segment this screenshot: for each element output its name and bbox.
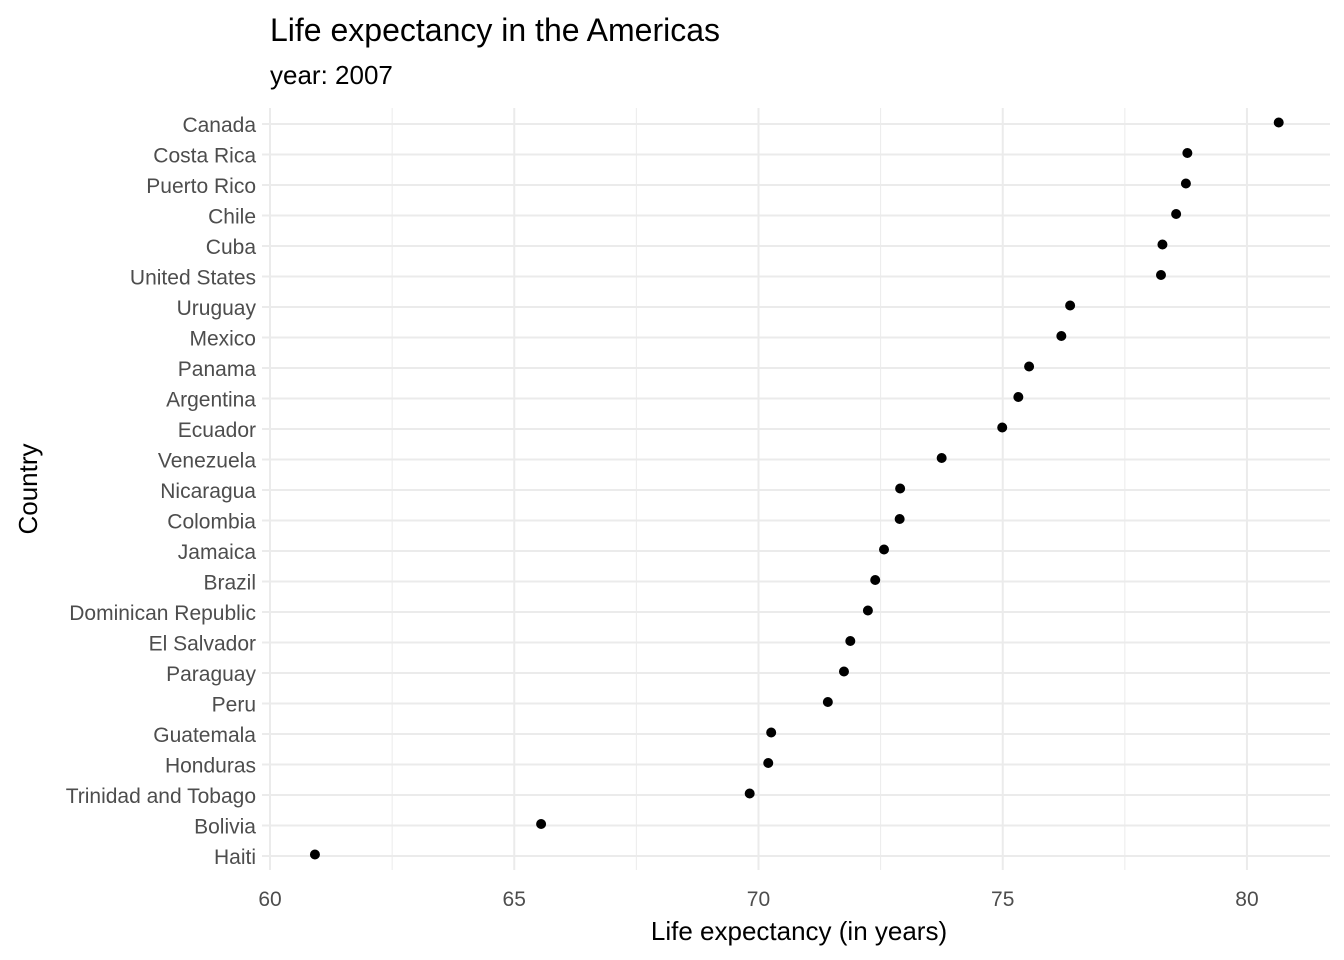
data-point — [997, 422, 1008, 433]
data-point — [744, 788, 755, 799]
data-point — [766, 727, 777, 738]
y-axis-title: Country — [13, 443, 43, 534]
x-tick-label: 80 — [1235, 888, 1258, 911]
y-tick-label: Peru — [212, 694, 256, 717]
x-tick-label: 60 — [258, 888, 281, 911]
x-tick-label: 75 — [991, 888, 1014, 911]
y-tick-label: Costa Rica — [153, 145, 256, 168]
chart-subtitle: year: 2007 — [270, 60, 393, 90]
y-tick-label: Jamaica — [178, 541, 257, 564]
data-point — [763, 758, 774, 768]
data-point — [838, 666, 849, 677]
y-tick-label: Nicaragua — [160, 480, 256, 503]
data-point — [1180, 178, 1191, 189]
y-tick-label: Venezuela — [158, 450, 256, 473]
data-point — [1157, 239, 1168, 250]
y-tick-label: Mexico — [189, 328, 256, 351]
y-tick-label: United States — [130, 267, 256, 290]
y-tick-label: Chile — [208, 206, 256, 229]
data-point — [1056, 331, 1067, 341]
data-point — [822, 697, 833, 707]
y-axis-tick-labels: Canada Costa Rica Puerto Rico Chile Cuba Unit… — [66, 114, 257, 869]
data-point — [1024, 361, 1035, 372]
y-tick-label: Bolivia — [194, 816, 256, 839]
data-point — [309, 849, 320, 860]
grid-lines — [262, 108, 1330, 870]
data-point — [1155, 270, 1166, 280]
x-axis-tick-labels: 60 65 70 75 80 — [258, 888, 1258, 911]
data-point — [936, 453, 947, 463]
y-tick-label: Guatemala — [153, 724, 256, 747]
data-point — [1013, 392, 1024, 402]
y-tick-label: Ecuador — [178, 419, 256, 442]
data-point — [894, 514, 905, 524]
data-point — [879, 544, 890, 555]
data-points — [309, 117, 1284, 860]
y-tick-label: Haiti — [214, 846, 256, 869]
y-tick-label: Puerto Rico — [146, 175, 256, 198]
data-point — [1182, 148, 1193, 158]
data-point — [1065, 300, 1076, 311]
y-tick-label: Trinidad and Tobago — [66, 785, 256, 808]
y-tick-label: Brazil — [203, 572, 256, 595]
x-tick-label: 65 — [503, 888, 526, 911]
chart-title: Life expectancy in the Americas — [270, 12, 720, 48]
y-tick-label: Honduras — [165, 755, 256, 778]
data-point — [845, 636, 856, 646]
data-point — [1273, 117, 1284, 128]
y-tick-label: Colombia — [167, 511, 256, 534]
y-tick-label: Paraguay — [166, 663, 256, 686]
y-tick-label: Dominican Republic — [69, 602, 256, 625]
x-tick-label: 70 — [747, 888, 770, 911]
y-tick-label: Uruguay — [177, 297, 257, 320]
y-tick-label: El Salvador — [149, 633, 256, 656]
y-tick-label: Argentina — [166, 389, 256, 412]
y-tick-label: Cuba — [206, 236, 257, 259]
data-point — [536, 819, 547, 829]
x-axis-title: Life expectancy (in years) — [651, 916, 947, 946]
data-point — [862, 605, 873, 616]
data-point — [895, 483, 906, 494]
data-point — [1171, 209, 1182, 219]
data-point — [870, 575, 881, 585]
y-tick-label: Panama — [178, 358, 257, 381]
y-tick-label: Canada — [182, 114, 256, 137]
